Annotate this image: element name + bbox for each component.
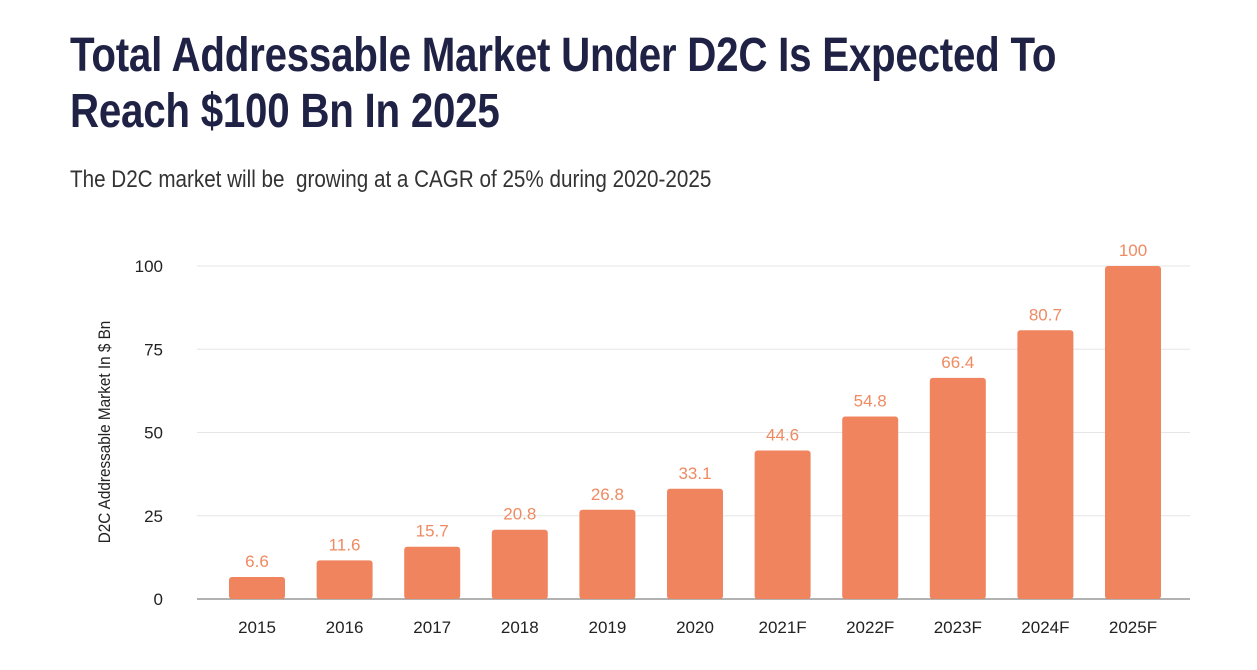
data-label: 66.4	[941, 353, 974, 372]
data-label: 44.6	[766, 425, 799, 444]
data-label: 11.6	[329, 535, 361, 554]
bar	[579, 509, 636, 599]
bar	[491, 529, 548, 599]
x-tick-label: 2019	[588, 618, 626, 637]
bar	[1017, 330, 1074, 599]
data-label: 33.1	[678, 464, 711, 483]
x-tick-label: 2025F	[1109, 618, 1157, 637]
data-label: 26.8	[591, 485, 624, 504]
x-tick-label: 2015	[238, 618, 276, 637]
y-tick-label: 75	[144, 340, 163, 359]
data-label: 15.7	[416, 522, 449, 541]
data-label: 54.8	[854, 392, 887, 411]
chart-title: Total Addressable Market Under D2C Is Ex…	[70, 28, 1154, 140]
bar	[229, 577, 285, 599]
y-tick-label: 0	[154, 590, 163, 609]
x-tick-label: 2022F	[846, 618, 894, 637]
y-tick-label: 100	[135, 257, 163, 276]
data-label: 6.6	[245, 552, 269, 571]
y-axis-label: D2C Addressable Market In $ Bn	[95, 321, 114, 544]
bar	[929, 377, 986, 599]
chart-title-text: Total Addressable Market Under D2C Is Ex…	[70, 29, 1057, 138]
chart-subtitle: The D2C market will be growing at a CAGR…	[70, 166, 712, 193]
x-tick-label: 2017	[413, 618, 451, 637]
x-tick-label: 2020	[676, 618, 714, 637]
x-tick-label: 2021F	[758, 618, 806, 637]
x-tick-label: 2023F	[934, 618, 982, 637]
data-label: 100	[1119, 241, 1147, 260]
bar	[316, 560, 373, 599]
bar	[842, 416, 899, 599]
x-tick-label: 2016	[326, 618, 364, 637]
bar	[404, 546, 461, 599]
bar	[1105, 266, 1161, 599]
x-tick-label: 2024F	[1021, 618, 1069, 637]
data-label: 80.7	[1029, 305, 1062, 324]
bar	[667, 488, 723, 599]
y-tick-label: 25	[144, 507, 163, 526]
y-tick-label: 50	[144, 424, 163, 443]
bar	[754, 450, 811, 599]
data-label: 20.8	[503, 505, 536, 524]
x-tick-label: 2018	[501, 618, 539, 637]
